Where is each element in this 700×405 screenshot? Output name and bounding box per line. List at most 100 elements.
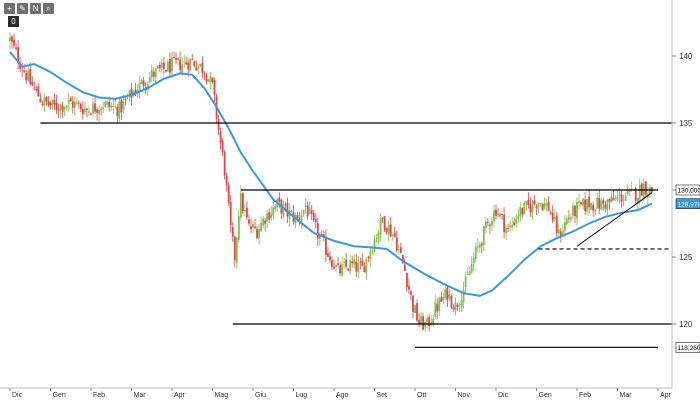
candle-body	[159, 65, 161, 68]
candle-body	[291, 211, 293, 212]
candle-body	[62, 106, 64, 112]
crosshair-icon[interactable]: +	[4, 3, 15, 14]
candle-body	[408, 286, 410, 290]
candle-body	[118, 102, 120, 119]
candle-body	[363, 266, 365, 272]
text-tool-icon[interactable]: N	[30, 3, 41, 14]
candle-body	[418, 320, 420, 324]
candle-body	[651, 187, 653, 192]
candle-body	[489, 225, 491, 226]
candle-body	[536, 206, 538, 208]
candle-body	[623, 199, 625, 200]
candle-body	[66, 105, 68, 107]
candle-body	[505, 228, 507, 233]
candle-body	[169, 59, 171, 73]
candle-body	[78, 103, 80, 104]
candle-body	[25, 73, 27, 80]
candle-body	[35, 89, 37, 90]
x-tick-label: Giu	[255, 392, 266, 399]
x-tick-label: Set	[377, 392, 388, 399]
candle-body	[602, 200, 604, 203]
candle-body	[206, 75, 208, 81]
candle-body	[564, 222, 566, 231]
candle-body	[588, 197, 590, 208]
candle-body	[475, 247, 477, 259]
candle-body	[548, 202, 550, 211]
candle-body	[495, 210, 497, 216]
candle-body	[609, 199, 611, 202]
candle-body	[509, 225, 511, 227]
candle-body	[578, 201, 580, 203]
candle-body	[278, 197, 280, 201]
candle-body	[260, 223, 262, 232]
candle-body	[542, 204, 544, 210]
candle-body	[327, 253, 329, 256]
pencil-icon[interactable]: ✎	[17, 3, 28, 14]
candle-body	[604, 205, 606, 209]
candle-body	[143, 81, 145, 87]
candle-body	[366, 258, 368, 273]
x-tick-label: Mar	[134, 392, 147, 399]
candle-body	[483, 226, 485, 245]
candle-body	[208, 79, 210, 82]
candle-body	[420, 316, 422, 324]
candle-body	[639, 185, 641, 199]
candle-body	[540, 203, 542, 204]
candle-body	[240, 193, 242, 217]
candle-body	[392, 235, 394, 236]
candle-body	[104, 102, 106, 107]
candle-body	[447, 287, 449, 300]
candle-body	[481, 243, 483, 245]
annotation-counter: 0	[8, 16, 19, 27]
candle-body	[181, 64, 183, 72]
x-tick-label: Gen	[539, 392, 552, 399]
candle-body	[463, 290, 465, 302]
candle-body	[519, 207, 521, 216]
candle-body	[580, 202, 582, 204]
candle-body	[513, 222, 515, 225]
candle-body	[538, 203, 540, 207]
candle-body	[370, 251, 372, 260]
candle-body	[218, 119, 220, 130]
moving-average-layer	[10, 52, 652, 296]
candle-body	[390, 224, 392, 236]
candle-body	[400, 247, 402, 253]
candle-body	[234, 236, 236, 260]
candle-body	[621, 195, 623, 202]
candle-body	[335, 265, 337, 267]
candle-body	[357, 263, 359, 272]
candle-body	[396, 238, 398, 251]
candle-body	[434, 302, 436, 317]
candle-body	[112, 106, 114, 107]
candle-body	[511, 225, 513, 228]
candle-body	[301, 216, 303, 222]
x-tick-label: Ott	[417, 392, 426, 399]
candle-body	[507, 228, 509, 229]
moving-average-line	[10, 52, 652, 296]
candle-body	[412, 296, 414, 312]
candle-body	[232, 227, 234, 236]
candle-body	[404, 265, 406, 271]
candle-body	[98, 110, 100, 114]
candle-body	[521, 208, 523, 214]
candle-body	[467, 274, 469, 275]
candle-body	[444, 289, 446, 298]
candle-body	[58, 110, 60, 111]
candle-body	[523, 203, 525, 214]
candle-body	[303, 209, 305, 214]
candle-body	[613, 198, 615, 201]
candle-body	[80, 104, 82, 109]
candle-body	[594, 210, 596, 211]
candle-body	[645, 181, 647, 194]
candle-body	[226, 176, 228, 185]
candle-body	[313, 213, 315, 220]
candle-body	[600, 201, 602, 210]
candle-body	[224, 152, 226, 176]
candle-body	[165, 70, 167, 72]
candle-body	[461, 301, 463, 307]
candle-body	[552, 213, 554, 221]
candle-body	[92, 103, 94, 113]
zoom-icon[interactable]: ⌕	[43, 3, 54, 14]
candle-body	[428, 317, 430, 326]
